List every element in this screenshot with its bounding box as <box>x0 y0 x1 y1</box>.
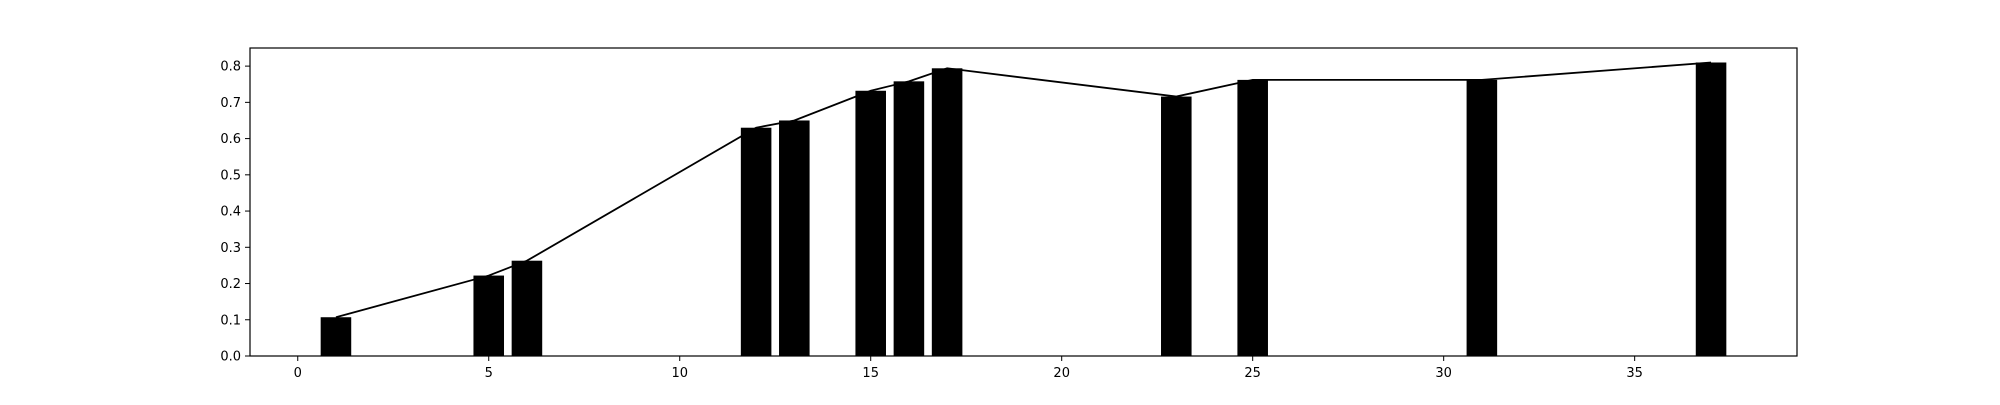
x-tick-label: 20 <box>1053 366 1070 381</box>
bar <box>1161 96 1192 356</box>
series-line <box>335 61 1712 319</box>
bar <box>855 90 886 357</box>
y-tick-label: 0.7 <box>220 96 241 111</box>
y-tick-label: 0.5 <box>220 168 241 183</box>
line-series <box>335 61 1712 319</box>
x-axis-ticks: 0 5 10 15 20 25 30 35 <box>294 356 1643 381</box>
bar <box>779 120 810 357</box>
bar <box>893 81 925 356</box>
x-tick-label: 5 <box>485 366 493 381</box>
bar <box>931 68 963 357</box>
x-tick-label: 0 <box>294 366 302 381</box>
x-tick-label: 30 <box>1435 366 1452 381</box>
bar <box>511 260 543 356</box>
bar <box>320 317 352 356</box>
bar <box>1237 79 1268 357</box>
y-tick-label: 0.6 <box>220 132 241 147</box>
y-tick-label: 0.3 <box>220 241 241 256</box>
bar <box>740 127 772 356</box>
x-tick-label: 10 <box>671 366 688 381</box>
y-tick-label: 0.4 <box>220 205 241 220</box>
y-tick-label: 0.2 <box>220 277 241 292</box>
y-axis-ticks: 0.0 0.1 0.2 0.3 0.4 0.5 0.6 0.7 0.8 <box>220 60 250 365</box>
bar-series <box>320 62 1727 357</box>
y-tick-label: 0.1 <box>220 313 241 328</box>
y-tick-label: 0.8 <box>220 60 241 75</box>
x-tick-label: 35 <box>1626 366 1643 381</box>
x-tick-label: 25 <box>1244 366 1261 381</box>
x-tick-label: 15 <box>862 366 879 381</box>
y-tick-label: 0.0 <box>220 350 241 365</box>
bar <box>473 275 505 356</box>
plot-frame <box>249 47 1798 357</box>
bar <box>1466 79 1498 357</box>
bar <box>1695 62 1727 357</box>
